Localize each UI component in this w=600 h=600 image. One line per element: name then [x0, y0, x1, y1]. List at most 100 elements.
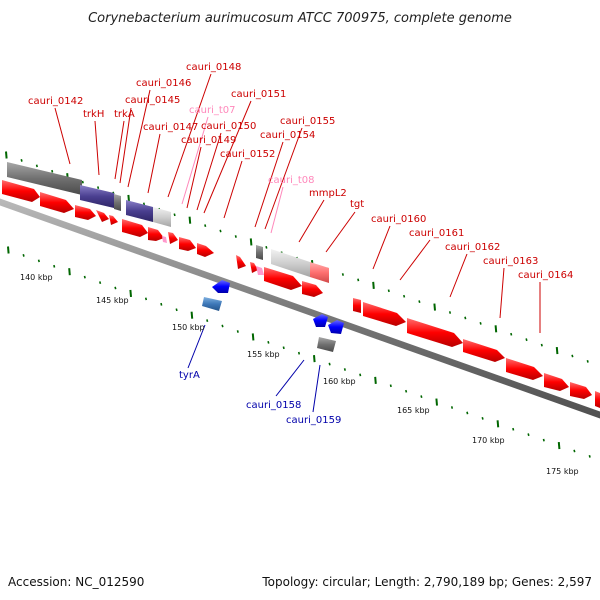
- major-tick: [372, 281, 375, 289]
- gene-label: cauri_0151: [231, 89, 286, 100]
- feature-light-2: [271, 249, 310, 277]
- outer-tick-scale: [5, 151, 589, 363]
- gene-label: cauri_0164: [518, 270, 573, 281]
- minor-tick: [35, 164, 38, 168]
- gene-arrow-f9: [179, 237, 196, 251]
- minor-tick: [343, 368, 346, 371]
- major-tick: [496, 420, 500, 428]
- minor-tick: [573, 449, 576, 453]
- callout-line: [181, 116, 209, 205]
- gene-features: [2, 162, 600, 408]
- label-callout-lines: [54, 73, 541, 413]
- gene-arrow-mmpL2: [264, 267, 302, 290]
- gene-label: cauri_t07: [189, 105, 236, 116]
- major-tick: [129, 289, 132, 298]
- kbp-tick-label: 150 kbp: [172, 323, 205, 332]
- major-tick: [68, 268, 71, 276]
- gene-arrow-f12: [250, 262, 258, 273]
- gene-arrow-tyrA: [212, 280, 230, 293]
- minor-tick: [206, 319, 209, 323]
- minor-tick: [97, 186, 100, 189]
- major-tick: [190, 311, 194, 319]
- major-tick: [251, 333, 255, 341]
- kbp-tick-label: 140 kbp: [20, 273, 53, 282]
- gene-label: cauri_0162: [445, 242, 500, 253]
- callout-line: [196, 132, 222, 211]
- gene-label: trkH: [83, 109, 104, 120]
- gene-arrow-f4: [96, 210, 109, 222]
- callout-line: [264, 127, 303, 230]
- minor-tick: [540, 343, 543, 347]
- minor-tick: [328, 362, 331, 366]
- callout-line: [147, 133, 161, 194]
- minor-tick: [267, 340, 270, 344]
- kbp-tick-label: 165 kbp: [397, 406, 430, 415]
- minor-tick: [405, 389, 408, 393]
- gene-label: cauri_0148: [186, 62, 241, 73]
- minor-tick: [221, 324, 224, 328]
- minor-tick: [481, 416, 484, 420]
- gene-arrow-f11: [236, 255, 246, 269]
- feature-grey-3: [256, 245, 263, 260]
- minor-tick: [297, 351, 301, 355]
- feature-grey-2: [114, 194, 121, 211]
- minor-tick: [542, 438, 545, 442]
- feature-purple-trkH: [80, 185, 114, 208]
- map-title: Corynebacterium aurimucosum ATCC 700975,…: [88, 11, 512, 26]
- minor-tick: [142, 202, 146, 206]
- minor-tick: [160, 302, 163, 306]
- gene-arrow-f2: [40, 192, 74, 213]
- minor-tick: [527, 433, 530, 437]
- major-tick: [249, 238, 253, 246]
- minor-tick: [389, 384, 392, 388]
- callout-line: [203, 100, 252, 214]
- callout-line: [114, 120, 125, 180]
- minor-tick: [450, 406, 454, 409]
- gene-arrow-0162: [463, 339, 505, 362]
- gene-arrow-trna-1: [162, 236, 167, 243]
- minor-tick: [588, 455, 591, 458]
- gene-label: mmpL2: [309, 188, 347, 199]
- inner-tick-scale: [7, 246, 591, 458]
- gene-arrow-f13: [353, 298, 361, 313]
- gene-label: cauri_0152: [220, 149, 275, 160]
- gene-label: trkA: [114, 109, 135, 120]
- minor-tick: [219, 229, 222, 233]
- callout-line: [499, 267, 505, 319]
- callout-line: [254, 141, 284, 228]
- gene-arrow-f5: [109, 215, 118, 225]
- gene-label: cauri_t08: [268, 175, 315, 186]
- minor-tick: [234, 235, 237, 238]
- gene-label: cauri_0155: [280, 116, 335, 127]
- gene-label: cauri_0161: [409, 228, 464, 239]
- callout-line: [94, 120, 100, 176]
- callout-line: [187, 324, 206, 369]
- callout-line: [119, 107, 132, 184]
- minor-tick: [525, 338, 528, 342]
- callout-line: [275, 359, 305, 397]
- kbp-tick-label: 175 kbp: [546, 467, 579, 476]
- gene-label: cauri_0149: [181, 135, 236, 146]
- callout-line: [298, 199, 325, 243]
- major-tick: [5, 151, 8, 159]
- gene-arrow-f10: [197, 243, 214, 257]
- callout-line: [399, 239, 431, 281]
- kbp-tick-labels: 140 kbp 145 kbp 150 kbp 155 kbp 160 kbp 165 k…: [20, 273, 579, 476]
- minor-tick: [420, 395, 423, 399]
- callout-line: [223, 160, 243, 219]
- minor-tick: [387, 289, 390, 293]
- major-tick: [557, 441, 561, 450]
- gene-arrow-f8: [168, 232, 178, 244]
- kbp-tick-label: 160 kbp: [323, 377, 356, 386]
- gene-arrow-0160: [363, 302, 406, 326]
- gene-arrow-f7: [148, 227, 164, 241]
- gene-label: cauri_0142: [28, 96, 83, 107]
- gene-arrow-f14: [570, 382, 592, 399]
- major-tick: [188, 216, 192, 224]
- gene-arrow-0159: [328, 320, 344, 334]
- callout-line: [54, 107, 71, 165]
- gene-label: cauri_0147: [143, 122, 198, 133]
- gene-label: tgt: [350, 199, 364, 210]
- major-tick: [494, 325, 498, 333]
